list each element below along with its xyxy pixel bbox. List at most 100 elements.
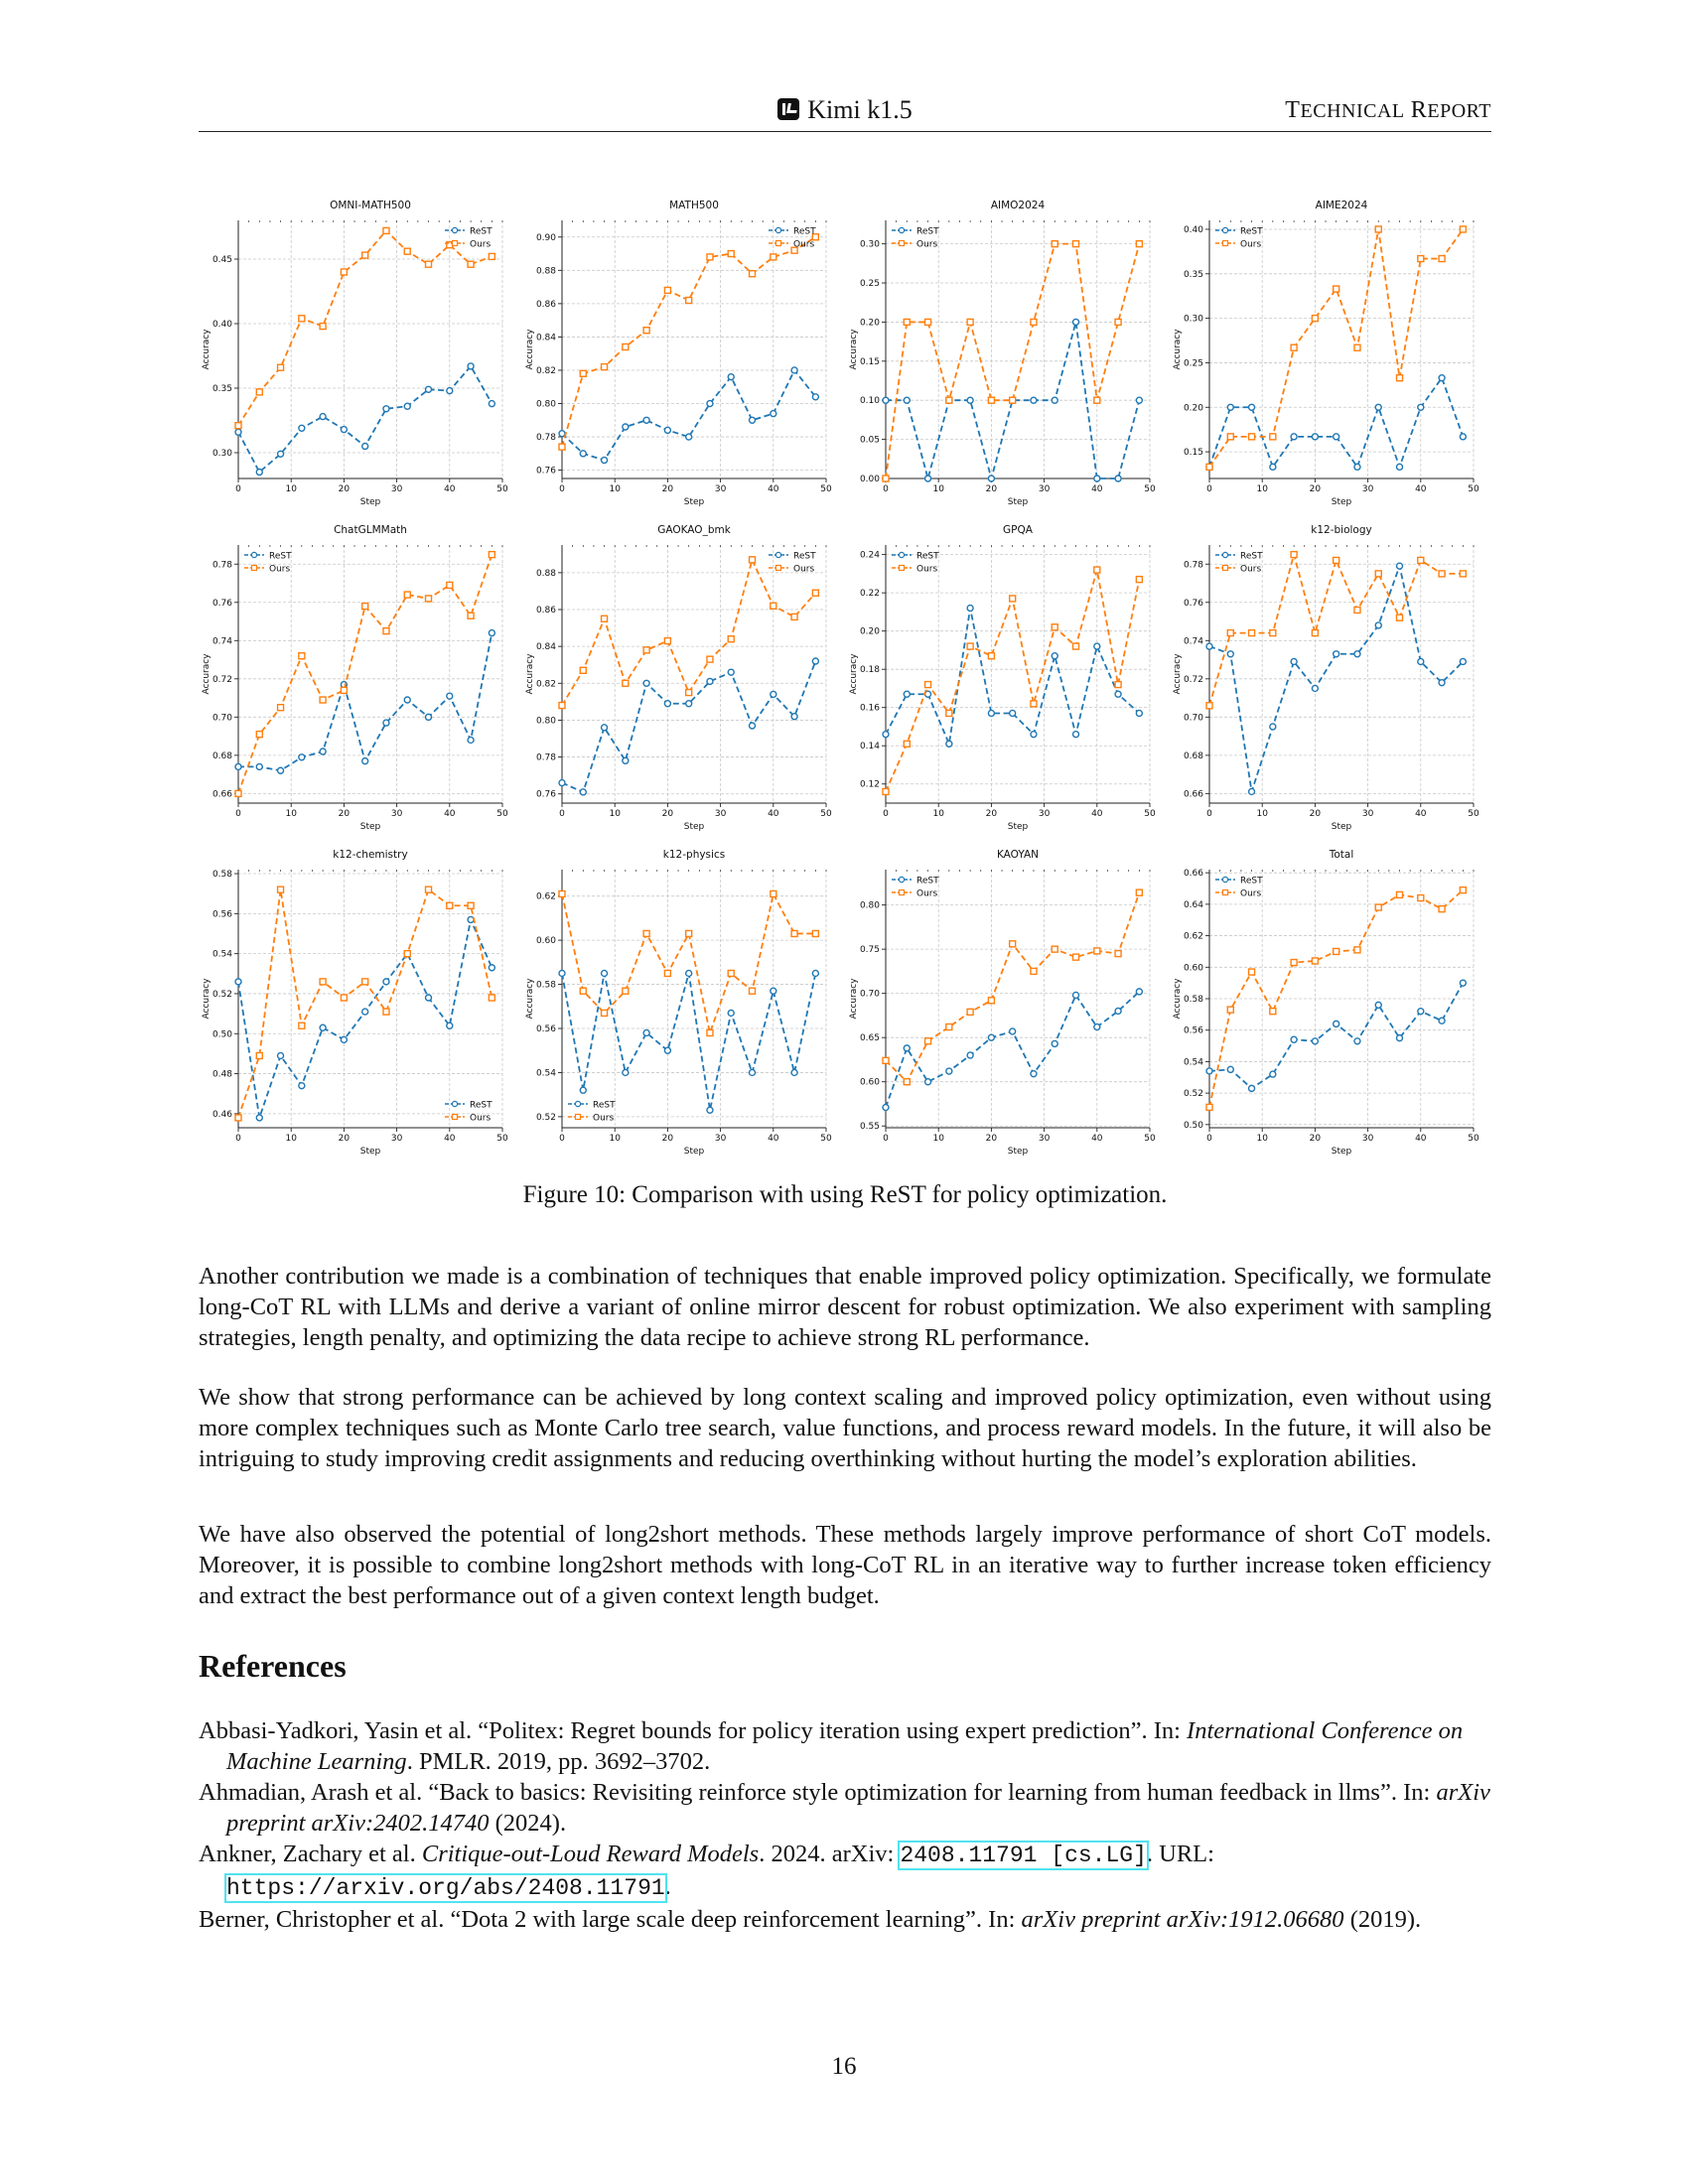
url-link[interactable]: https://arxiv.org/abs/2408.11791 — [224, 1873, 667, 1903]
series-line-rest — [1208, 375, 1465, 471]
x-tick-label: 10 — [1256, 809, 1268, 819]
legend-marker — [1221, 564, 1229, 572]
chart-title: k12-physics — [663, 849, 725, 861]
data-point-ours — [319, 696, 327, 704]
y-tick-label: 0.56 — [536, 1024, 556, 1034]
data-point-rest — [1332, 433, 1340, 441]
y-tick-label: 0.15 — [860, 357, 880, 367]
data-point-ours — [1093, 396, 1101, 404]
x-tick-label: 50 — [820, 484, 832, 494]
data-point-rest — [1374, 403, 1382, 411]
data-point-ours — [1353, 946, 1361, 954]
y-tick-label: 0.20 — [860, 318, 880, 328]
y-axis-label: Accuracy — [1173, 978, 1183, 1020]
arxiv-link[interactable]: 2408.11791 [cs.LG] — [898, 1841, 1149, 1870]
data-point-ours — [923, 1037, 932, 1045]
x-axis-label: Step — [1332, 822, 1352, 832]
series-line-ours — [561, 236, 816, 448]
data-point-ours — [811, 589, 820, 597]
x-tick-label: 10 — [609, 1134, 621, 1144]
data-point-rest — [1030, 730, 1038, 739]
data-point-ours — [663, 969, 672, 978]
y-tick-label: 0.66 — [212, 789, 232, 799]
data-point-rest — [1353, 650, 1361, 658]
x-tick-label: 40 — [1415, 1134, 1427, 1144]
data-point-ours — [558, 889, 566, 898]
figure-caption: Figure 10: Comparison with using ReST fo… — [522, 1181, 1168, 1208]
data-point-ours — [1438, 254, 1446, 263]
legend-marker — [1221, 888, 1229, 896]
data-point-rest — [1290, 433, 1298, 441]
y-tick-label: 0.56 — [1184, 1026, 1203, 1036]
data-point-ours — [403, 247, 411, 255]
y-axis-label: Accuracy — [849, 653, 859, 695]
x-tick-label: 40 — [444, 809, 456, 819]
y-axis-label: Accuracy — [525, 978, 535, 1020]
legend-marker — [574, 1113, 582, 1121]
chart-title: AIME2024 — [1316, 200, 1368, 211]
data-point-rest — [1114, 690, 1122, 698]
data-point-ours — [748, 269, 757, 278]
data-point-rest — [1226, 650, 1234, 658]
data-point-ours — [966, 318, 974, 327]
chart-title: GAOKAO_bmk — [657, 524, 732, 536]
data-point-ours — [488, 550, 496, 559]
data-point-rest — [467, 736, 475, 745]
data-point-ours — [558, 443, 566, 451]
data-point-ours — [488, 252, 496, 261]
legend-marker — [898, 876, 906, 884]
x-tick-label: 40 — [1091, 484, 1103, 494]
legend-marker — [451, 1113, 459, 1121]
data-point-rest — [424, 994, 433, 1002]
data-point-ours — [255, 1051, 263, 1060]
data-point-ours — [770, 602, 777, 610]
data-point-ours — [1459, 225, 1468, 233]
data-point-ours — [903, 740, 911, 748]
x-tick-label: 50 — [496, 1134, 508, 1144]
data-point-ours — [727, 249, 735, 258]
data-point-ours — [382, 226, 390, 235]
data-point-ours — [424, 886, 433, 893]
data-point-ours — [706, 253, 714, 261]
x-tick-label: 10 — [1256, 484, 1268, 494]
y-tick-label: 0.60 — [860, 1078, 880, 1088]
data-point-ours — [1332, 556, 1340, 565]
data-point-ours — [1353, 343, 1361, 351]
x-tick-label: 20 — [986, 809, 998, 819]
data-point-ours — [403, 949, 411, 958]
data-point-rest — [1030, 1069, 1038, 1078]
y-tick-label: 0.58 — [212, 870, 232, 880]
data-point-ours — [1226, 1006, 1234, 1014]
data-point-ours — [1071, 642, 1080, 650]
data-point-ours — [446, 901, 454, 909]
data-point-ours — [446, 581, 454, 590]
data-point-rest — [1071, 730, 1080, 739]
data-point-rest — [1395, 463, 1404, 472]
y-tick-label: 0.16 — [860, 704, 880, 714]
data-point-ours — [622, 342, 630, 351]
legend-marker — [574, 1100, 582, 1108]
data-point-rest — [424, 713, 433, 722]
data-point-rest — [1008, 1027, 1017, 1035]
legend-label: Ours — [916, 565, 937, 575]
x-tick-label: 10 — [609, 809, 621, 819]
data-point-ours — [663, 636, 672, 645]
data-point-rest — [748, 416, 757, 424]
data-point-ours — [1135, 888, 1144, 896]
data-point-rest — [360, 1008, 369, 1016]
data-point-rest — [1051, 652, 1058, 660]
x-tick-label: 50 — [820, 809, 832, 819]
legend-marker — [1221, 239, 1229, 247]
legend-label: Ours — [916, 240, 937, 250]
data-point-ours — [276, 886, 285, 893]
reference-item: Abbasi-Yadkori, Yasin et al. “Politex: R… — [199, 1715, 1491, 1777]
data-point-rest — [684, 433, 693, 441]
y-tick-label: 0.88 — [536, 569, 556, 579]
x-tick-label: 30 — [1039, 484, 1051, 494]
data-point-rest — [727, 668, 735, 676]
data-point-ours — [1205, 702, 1213, 710]
data-point-ours — [255, 388, 263, 396]
ref-venue: arXiv preprint arXiv:2402.14740 — [226, 1779, 1490, 1837]
data-point-ours — [1247, 433, 1256, 441]
ref-details: . PMLR. 2019, pp. 3692–3702. — [406, 1748, 711, 1775]
